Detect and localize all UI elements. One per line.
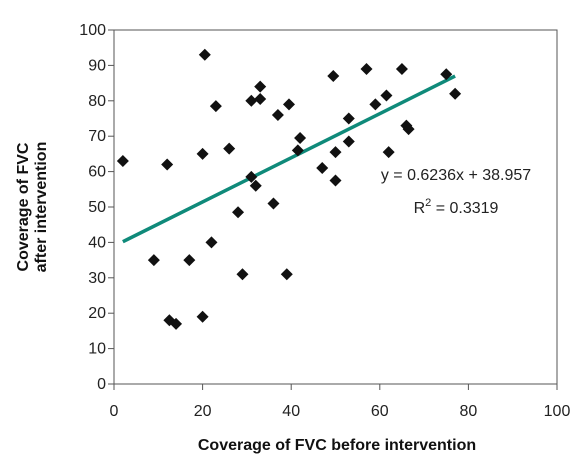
data-point: [329, 174, 342, 187]
data-point: [170, 317, 183, 330]
data-point: [360, 62, 373, 75]
data-point: [209, 100, 222, 113]
data-point: [280, 268, 293, 281]
data-point: [380, 89, 393, 102]
x-axis-title: Coverage of FVC before intervention: [198, 437, 476, 454]
x-tick-label: 60: [371, 403, 389, 420]
data-point: [327, 70, 340, 83]
data-point: [205, 236, 218, 249]
data-point: [267, 197, 280, 210]
x-tick-label: 0: [110, 403, 119, 420]
data-point: [196, 310, 209, 323]
data-point: [316, 162, 329, 175]
data-point: [245, 170, 258, 183]
data-point: [291, 144, 304, 157]
data-point: [294, 131, 307, 144]
data-point: [183, 254, 196, 267]
data-point: [342, 135, 355, 148]
data-point: [254, 93, 267, 106]
y-tick-label: 90: [88, 57, 106, 74]
y-tick-label: 100: [79, 22, 106, 39]
data-point: [382, 146, 395, 159]
y-tick-label: 50: [88, 199, 106, 216]
data-point: [147, 254, 160, 267]
y-tick-label: 60: [88, 164, 106, 181]
data-point: [161, 158, 174, 171]
y-tick-label: 20: [88, 305, 106, 322]
data-point: [449, 87, 462, 100]
data-point: [249, 179, 262, 192]
y-tick-label: 70: [88, 128, 106, 145]
data-point: [116, 154, 129, 167]
y-tick-label: 80: [88, 93, 106, 110]
data-point: [369, 98, 382, 111]
x-tick-label: 100: [544, 403, 571, 420]
data-point: [236, 268, 249, 281]
y-tick-label: 10: [88, 341, 106, 358]
data-point: [342, 112, 355, 125]
x-tick-label: 40: [282, 403, 300, 420]
trendline: [122, 74, 456, 244]
x-tick-label: 20: [194, 403, 212, 420]
data-point: [271, 108, 284, 121]
data-point: [395, 62, 408, 75]
data-point: [223, 142, 236, 155]
y-axis-title-line1: Coverage of FVC: [15, 142, 32, 271]
y-tick-label: 30: [88, 270, 106, 287]
trendline-equation: y = 0.6236x + 38.957: [381, 167, 531, 184]
r-squared-label: R2 = 0.3319: [414, 197, 499, 217]
data-point: [196, 147, 209, 160]
data-point: [198, 48, 211, 61]
data-point: [329, 146, 342, 159]
data-point: [232, 206, 245, 219]
data-point: [254, 80, 267, 93]
data-point: [282, 98, 295, 111]
r-squared-superscript: 2: [425, 197, 431, 209]
data-point: [440, 68, 453, 81]
data-point: [402, 123, 415, 136]
y-tick-label: 0: [97, 376, 106, 393]
y-axis-title: Coverage of FVC after intervention: [15, 142, 50, 273]
data-point: [245, 94, 258, 107]
y-axis-title-line2: after intervention: [33, 142, 50, 273]
y-tick-label: 40: [88, 234, 106, 251]
data-points: [116, 48, 462, 330]
x-tick-label: 80: [460, 403, 478, 420]
axis-ticks: 0 20 40 60 80 100 0 10 20 30 40 50 60 70 80 90 100: [79, 22, 570, 420]
